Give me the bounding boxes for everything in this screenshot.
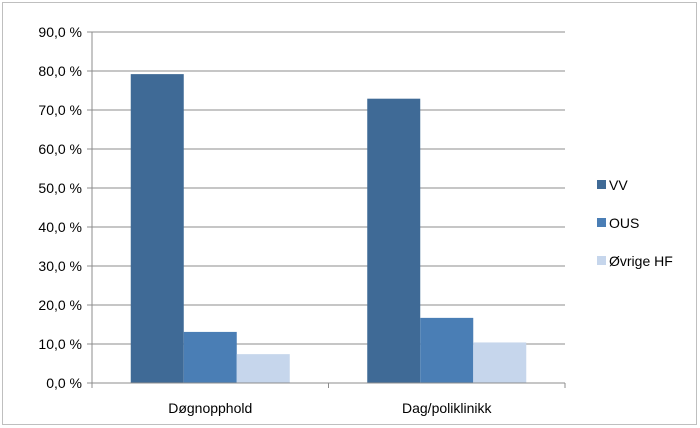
x-category-label: Dag/poliklinikk — [402, 400, 492, 416]
y-axis-tick-labels: 0,0 % 10,0 % 20,0 % 30,0 % 40,0 % 50,0 % 60,0 … — [38, 24, 82, 391]
axes — [91, 32, 566, 388]
y-tick-label: 0,0 % — [46, 375, 82, 391]
legend-swatch — [597, 256, 606, 265]
y-tick-label: 90,0 % — [38, 24, 82, 40]
bar--vrige-hf — [236, 354, 290, 383]
y-tick-label: 30,0 % — [38, 258, 82, 274]
legend-label: OUS — [609, 215, 639, 231]
y-tick-label: 80,0 % — [38, 63, 82, 79]
legend-swatch — [597, 180, 606, 189]
bar--vrige-hf — [473, 342, 527, 383]
bar-ous — [420, 317, 474, 383]
y-tick-label: 40,0 % — [38, 219, 82, 235]
bars — [130, 74, 527, 384]
y-tick-label: 70,0 % — [38, 102, 82, 118]
legend-label: VV — [609, 177, 628, 193]
y-tick-label: 60,0 % — [38, 141, 82, 157]
x-category-label: Døgnopphold — [168, 400, 252, 416]
bar-ous — [183, 331, 237, 383]
y-tick-label: 20,0 % — [38, 297, 82, 313]
legend-label: Øvrige HF — [609, 253, 673, 269]
legend-swatch — [597, 218, 606, 227]
bar-vv — [367, 98, 421, 383]
y-tick-label: 50,0 % — [38, 180, 82, 196]
x-axis-category-labels: Døgnopphold Dag/poliklinikk — [168, 400, 492, 416]
y-tick-label: 10,0 % — [38, 336, 82, 352]
legend: VV OUS Øvrige HF — [597, 177, 673, 269]
bar-vv — [130, 74, 184, 384]
